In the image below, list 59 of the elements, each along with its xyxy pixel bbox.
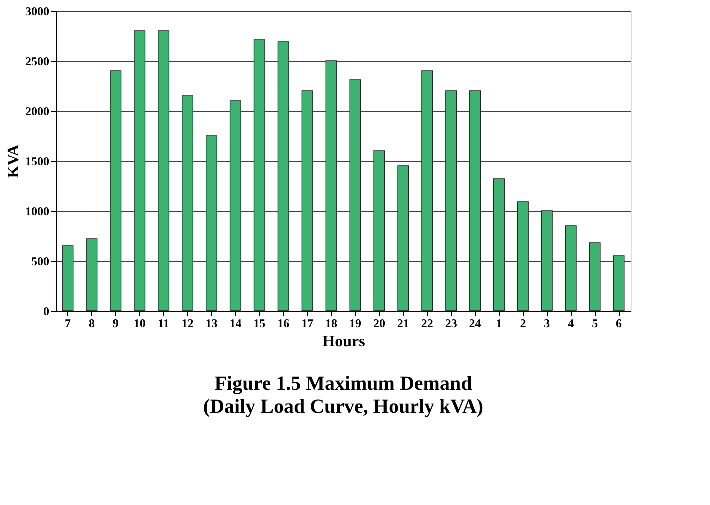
- x-tick-label: 15: [254, 316, 266, 330]
- x-tick-label: 2: [520, 316, 526, 330]
- x-tick-label: 10: [134, 316, 146, 330]
- y-axis-title: KVA: [6, 144, 22, 178]
- x-tick-label: 1: [496, 316, 502, 330]
- text: (Daily Load Curve, Hourly kVA): [203, 396, 484, 418]
- x-tick-label: 8: [88, 316, 95, 330]
- x-tick-label: 4: [568, 316, 574, 330]
- bar: [517, 202, 529, 312]
- bar: [206, 136, 218, 312]
- y-tick-label: 1500: [26, 154, 50, 168]
- bar: [182, 96, 194, 312]
- x-tick-label: 7: [64, 316, 71, 330]
- bar: [302, 90, 314, 312]
- bar: [589, 242, 601, 312]
- x-tick-label: 13: [206, 316, 218, 330]
- x-tick-label: 16: [278, 316, 290, 330]
- bar: [565, 226, 577, 312]
- bar: [374, 150, 386, 312]
- bar: [326, 60, 338, 312]
- x-tick-label: 9: [112, 316, 119, 330]
- x-tick-label: 5: [592, 316, 598, 330]
- bar: [422, 70, 434, 312]
- bar: [446, 90, 458, 312]
- y-tick-label: 3000: [26, 4, 50, 18]
- y-tick-label: 0: [44, 304, 50, 318]
- x-tick-label: 21: [397, 316, 410, 330]
- x-tick-label: 17: [302, 316, 314, 330]
- y-tick-label: 1000: [26, 204, 50, 218]
- bar: [62, 246, 74, 312]
- text: Figure 1.5 Maximum Demand: [214, 373, 472, 395]
- bar: [493, 178, 505, 312]
- x-tick-label: 23: [445, 316, 458, 330]
- x-tick-label: 6: [616, 316, 622, 330]
- x-tick-label: 18: [326, 316, 338, 330]
- x-tick-label: 20: [373, 316, 386, 330]
- x-tick-label: 3: [544, 316, 550, 330]
- x-tick-label: 24: [469, 316, 482, 330]
- bar: [350, 80, 362, 312]
- x-axis-title: Hours: [322, 334, 366, 350]
- bar: [254, 40, 266, 312]
- x-tick-label: 11: [158, 316, 170, 330]
- bar: [470, 90, 482, 312]
- bar: [278, 42, 290, 312]
- y-tick-label: 2000: [26, 104, 50, 118]
- y-tick-label: 500: [32, 254, 50, 268]
- bar: [110, 70, 122, 312]
- bar: [613, 256, 625, 312]
- bar: [398, 166, 410, 312]
- bar: [230, 100, 242, 312]
- x-tick-label: 14: [230, 316, 242, 330]
- x-tick-label: 19: [349, 316, 362, 330]
- x-tick-label: 12: [182, 316, 194, 330]
- x-tick-label: 22: [421, 316, 434, 330]
- bar: [134, 30, 146, 312]
- bar: [158, 30, 170, 312]
- bar: [541, 210, 553, 312]
- bar: [86, 238, 98, 312]
- y-tick-label: 2500: [26, 54, 50, 68]
